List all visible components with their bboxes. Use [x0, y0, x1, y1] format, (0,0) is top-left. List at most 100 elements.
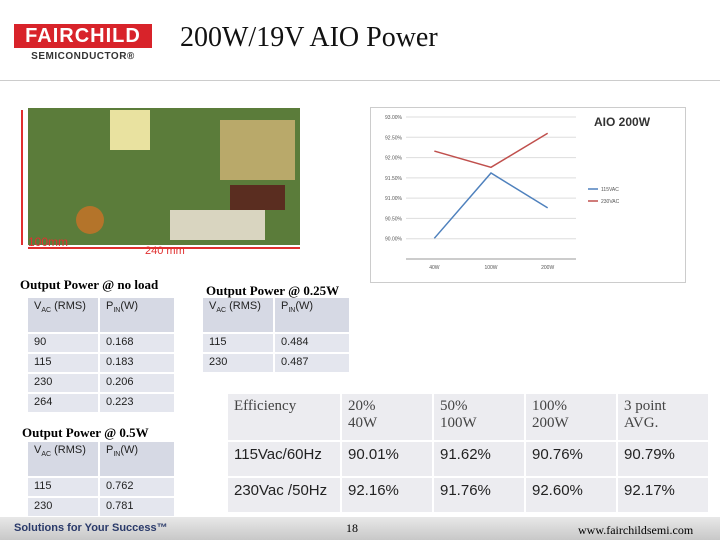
- header-cell: PIN(W): [275, 298, 349, 332]
- p-unit: (W): [295, 300, 314, 312]
- logo-bottom: SEMICONDUCTOR®: [31, 51, 135, 62]
- p-unit: (W): [120, 444, 139, 456]
- p: P: [281, 300, 289, 312]
- y-tick-label: 92.50%: [385, 135, 403, 141]
- p: P: [106, 444, 114, 456]
- quarter-table: VAC (RMS) PIN(W) 115 0.484 230 0.487: [201, 296, 351, 374]
- width-label: 240 mm: [145, 245, 185, 257]
- footer-bar: [0, 517, 720, 540]
- header-cell: PIN(W): [100, 442, 174, 476]
- p-sub: IN: [113, 307, 121, 315]
- cell: 230: [28, 374, 98, 392]
- inductor: [76, 206, 104, 234]
- header-cell: 20% 40W: [342, 394, 432, 440]
- header-cell: VAC (RMS): [28, 442, 98, 476]
- cell: 115: [28, 478, 98, 496]
- x-tick-label: 100W: [484, 265, 497, 271]
- no-load-title: Output Power @ no load: [20, 277, 159, 292]
- header-line: 50%: [440, 398, 468, 414]
- height-label: 100mm: [28, 235, 68, 249]
- p-unit: (W): [120, 300, 139, 312]
- y-tick-label: 91.50%: [385, 176, 403, 182]
- chart-title: AIO 200W: [594, 115, 651, 129]
- cell: 92.16%: [342, 478, 432, 512]
- capacitor: [230, 185, 285, 210]
- half-table: VAC (RMS) PIN(W) 115 0.762 230 0.781: [26, 440, 176, 518]
- data-row: 115 0.762: [28, 478, 174, 496]
- cell: 91.76%: [434, 478, 524, 512]
- cell: 0.487: [275, 354, 349, 372]
- slide-title: 200W/19V AIO Power: [180, 22, 438, 53]
- v: V: [209, 300, 217, 312]
- p-sub: IN: [113, 451, 121, 459]
- y-tick-label: 90.50%: [385, 216, 403, 222]
- header-cell: 3 point AVG.: [618, 394, 708, 440]
- transformer: [110, 110, 150, 150]
- cell: 264: [28, 394, 98, 412]
- series-line: [433, 172, 549, 239]
- half-title: Output Power @ 0.5W: [22, 425, 149, 440]
- v-sub: AC: [41, 451, 52, 459]
- connector: [170, 210, 265, 240]
- quarter-title: Output Power @ 0.25W: [206, 283, 340, 298]
- y-tick-label: 93.00%: [385, 115, 403, 121]
- header-line: 20%: [348, 398, 376, 414]
- cell: 0.183: [100, 354, 174, 372]
- cell: 90.76%: [526, 442, 616, 476]
- cell: 0.781: [100, 498, 174, 516]
- efficiency-table: Efficiency 20% 40W 50% 100W 100% 200W 3 point AV…: [226, 392, 710, 514]
- y-tick-label: 91.00%: [385, 196, 403, 202]
- cell: 0.223: [100, 394, 174, 412]
- cell: 115: [203, 334, 273, 352]
- header-cell: 100% 200W: [526, 394, 616, 440]
- header-row: VAC (RMS) PIN(W): [203, 298, 349, 332]
- header-row: VAC (RMS) PIN(W): [28, 442, 174, 476]
- cell: 115: [28, 354, 98, 372]
- cell: 0.168: [100, 334, 174, 352]
- data-row: 230 0.781: [28, 498, 174, 516]
- header-row: Efficiency 20% 40W 50% 100W 100% 200W 3 point AV…: [228, 394, 708, 440]
- p: P: [106, 300, 114, 312]
- header-line: 200W: [532, 415, 569, 431]
- cell: 115Vac/60Hz: [228, 442, 340, 476]
- cell: 90.79%: [618, 442, 708, 476]
- cell: 0.762: [100, 478, 174, 496]
- y-tick-label: 92.00%: [385, 156, 403, 162]
- efficiency-chart: AIO 200W 90.00% 90.50% 91.00% 91.50% 92.00% 9…: [370, 107, 686, 283]
- heatsink: [220, 120, 295, 180]
- header-line: 3 point: [624, 398, 667, 414]
- logo: FAIRCHILD SEMICONDUCTOR®: [14, 24, 152, 62]
- legend-label: 115VAC: [601, 187, 619, 193]
- y-tick-label: 90.00%: [385, 237, 403, 243]
- cell: 92.17%: [618, 478, 708, 512]
- header-rule: [0, 80, 720, 81]
- no-load-table: VAC (RMS) PIN(W) 90 0.168 115 0.183 230 0.206 26…: [26, 296, 176, 414]
- v-sub: AC: [41, 307, 52, 315]
- header-cell: 50% 100W: [434, 394, 524, 440]
- cell: 90: [28, 334, 98, 352]
- header-row: VAC (RMS) PIN(W): [28, 298, 174, 332]
- data-row: 115Vac/60Hz 90.01% 91.62% 90.76% 90.79%: [228, 442, 708, 476]
- v: V: [34, 444, 42, 456]
- cell: 0.206: [100, 374, 174, 392]
- v-rest: (RMS): [229, 300, 261, 312]
- board-photo: 100mm 240 mm: [21, 108, 300, 257]
- cell: 230: [28, 498, 98, 516]
- header-line: 100W: [440, 415, 477, 431]
- header-cell: VAC (RMS): [203, 298, 273, 332]
- footer-slogan: Solutions for Your Success™: [14, 522, 168, 534]
- v-rest: (RMS): [54, 444, 86, 456]
- header-cell: Efficiency: [228, 394, 340, 440]
- page-number: 18: [346, 521, 358, 535]
- v: V: [34, 300, 42, 312]
- header-line: AVG.: [624, 415, 659, 431]
- footer-url: www.fairchildsemi.com: [578, 523, 694, 537]
- cell: 92.60%: [526, 478, 616, 512]
- data-row: 230 0.206: [28, 374, 174, 392]
- header-line: 40W: [348, 415, 378, 431]
- data-row: 230 0.487: [203, 354, 349, 372]
- v-sub: AC: [216, 307, 227, 315]
- v-rest: (RMS): [54, 300, 86, 312]
- x-tick-label: 40W: [429, 265, 440, 271]
- cell: 0.484: [275, 334, 349, 352]
